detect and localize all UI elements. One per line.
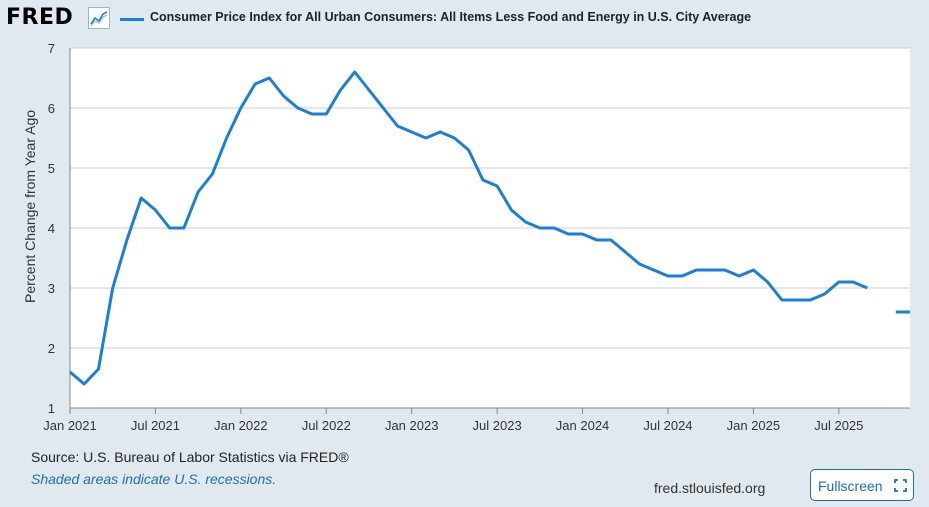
y-tick-labels: 1 2 3 4 5 6 7 xyxy=(48,41,55,416)
y-tick-label-6: 6 xyxy=(48,101,55,116)
site-url: fred.stlouisfed.org xyxy=(654,480,766,496)
fullscreen-label: Fullscreen xyxy=(818,478,883,494)
y-tick-label-7: 7 xyxy=(48,41,55,56)
legend-swatch xyxy=(120,18,144,21)
legend-label: Consumer Price Index for All Urban Consu… xyxy=(150,10,752,24)
y-tick-label-2: 2 xyxy=(48,341,55,356)
recession-note: Shaded areas indicate U.S. recessions. xyxy=(31,471,277,487)
grid-lines xyxy=(69,47,910,414)
source-note: Source: U.S. Bureau of Labor Statistics … xyxy=(31,449,349,465)
chart-line-icon-glyph xyxy=(90,11,108,27)
x-tick-label-4: Jan 2023 xyxy=(385,418,439,433)
chart-line-icon[interactable] xyxy=(88,7,110,29)
series-lines xyxy=(69,70,910,386)
fred-logo[interactable]: FRED xyxy=(6,5,74,30)
x-tick-label-9: Jul 2025 xyxy=(814,418,863,433)
x-tick-label-7: Jul 2024 xyxy=(643,418,692,433)
y-tick-label-5: 5 xyxy=(48,161,55,176)
y-tick-label-1: 1 xyxy=(48,401,55,416)
fullscreen-button[interactable]: Fullscreen xyxy=(810,469,914,501)
x-tick-label-3: Jul 2022 xyxy=(302,418,351,433)
y-tick-label-4: 4 xyxy=(48,221,55,236)
x-tick-label-0: Jan 2021 xyxy=(43,418,97,433)
x-tick-label-8: Jan 2025 xyxy=(727,418,781,433)
series-line-0-segment-0 xyxy=(69,70,868,386)
chart-header: FRED Consumer Price Index for All Urban … xyxy=(0,0,929,38)
line-chart: 1 2 3 4 5 6 7 Jan 2021 Jul 2021 Jan 2022 Jul 2022… xyxy=(43,41,910,433)
x-tick-label-2: Jan 2022 xyxy=(214,418,268,433)
fullscreen-icon xyxy=(894,479,907,492)
x-tick-label-6: Jan 2024 xyxy=(556,418,610,433)
x-tick-label-5: Jul 2023 xyxy=(473,418,522,433)
y-tick-label-3: 3 xyxy=(48,281,55,296)
x-tick-labels: Jan 2021 Jul 2021 Jan 2022 Jul 2022 Jan 2023… xyxy=(43,418,863,433)
x-tick-label-1: Jul 2021 xyxy=(131,418,180,433)
